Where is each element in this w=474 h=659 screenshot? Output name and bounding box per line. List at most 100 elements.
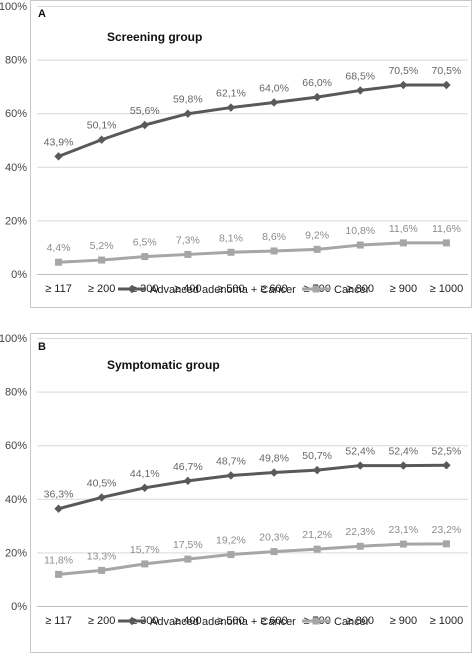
- data-point: [184, 555, 192, 563]
- data-point: [183, 109, 193, 118]
- data-label: 70,5%: [432, 65, 462, 77]
- x-tick-label: ≥ 117: [45, 615, 72, 627]
- data-label: 11,8%: [44, 554, 73, 566]
- data-point: [442, 80, 451, 90]
- data-point: [269, 98, 279, 107]
- data-label: 23,2%: [432, 524, 462, 536]
- y-tick-label: 0%: [11, 269, 27, 281]
- data-point: [313, 545, 321, 553]
- data-label: 21,2%: [302, 529, 332, 541]
- chart-title: Screening group: [107, 30, 202, 44]
- data-label: 10,8%: [345, 225, 375, 237]
- data-point: [399, 461, 408, 470]
- y-tick-label: 100%: [0, 333, 27, 345]
- y-tick-label: 100%: [0, 1, 27, 13]
- data-point: [54, 152, 63, 161]
- data-point: [399, 239, 407, 247]
- data-label: 50,7%: [302, 450, 332, 462]
- data-label: 46,7%: [173, 461, 203, 473]
- data-point: [54, 504, 63, 513]
- chart-panel-b: 0%20%40%60%80%100%≥ 117≥ 200≥ 300≥ 400≥ …: [0, 333, 472, 653]
- data-label: 62,1%: [216, 88, 246, 100]
- data-label: 55,6%: [130, 105, 160, 117]
- data-point: [356, 241, 364, 249]
- y-tick-label: 40%: [5, 162, 27, 174]
- data-point: [399, 80, 408, 90]
- data-point: [227, 248, 235, 256]
- data-point: [98, 256, 106, 264]
- data-label: 17,5%: [173, 539, 203, 551]
- data-point: [183, 476, 193, 486]
- data-label: 43,9%: [44, 136, 74, 148]
- series-line: [58, 463, 447, 511]
- data-label: 50,1%: [87, 120, 117, 132]
- data-point: [97, 135, 106, 144]
- data-point: [270, 548, 278, 556]
- data-label: 8,1%: [219, 232, 243, 244]
- y-tick-label: 20%: [5, 215, 27, 227]
- y-tick-label: 20%: [5, 547, 27, 559]
- x-tick-label: ≥ 400: [174, 283, 201, 295]
- data-label: 44,1%: [130, 468, 160, 480]
- series-cancer: 4,4% 5,2% 6,5% 7,3% 8,1% 8,6% 9,2% 10,8% 11,6% 11…: [47, 223, 461, 266]
- y-tick-label: 60%: [5, 108, 27, 120]
- data-label: 11,6%: [389, 223, 418, 235]
- y-tick-label: 0%: [11, 601, 27, 613]
- data-label: 49,8%: [259, 453, 289, 465]
- data-point: [312, 92, 322, 102]
- x-tick-label: ≥ 800: [347, 283, 374, 295]
- data-point: [312, 465, 322, 475]
- data-point: [356, 542, 364, 550]
- x-tick-label: ≥ 600: [260, 615, 287, 627]
- data-label: 52,5%: [432, 445, 462, 457]
- data-label: 13,3%: [87, 550, 117, 562]
- y-tick-label: 80%: [5, 387, 27, 399]
- data-label: 5,2%: [90, 240, 114, 252]
- x-tick-label: ≥ 500: [217, 615, 244, 627]
- data-label: 4,4%: [47, 242, 71, 254]
- legend-label: Cancer: [334, 284, 370, 296]
- y-tick-label: 80%: [5, 55, 27, 67]
- data-label: 48,7%: [216, 455, 246, 467]
- data-label: 68,5%: [345, 70, 375, 82]
- x-tick-label: ≥ 900: [390, 283, 417, 295]
- data-label: 11,6%: [432, 223, 461, 235]
- data-label: 15,7%: [130, 544, 160, 556]
- x-tick-label: ≥ 200: [88, 615, 115, 627]
- x-tick-label: ≥ 117: [45, 283, 72, 295]
- data-point: [442, 540, 450, 548]
- y-tick-label: 40%: [5, 494, 27, 506]
- y-tick-label: 60%: [5, 440, 27, 452]
- series-cancer: 11,8% 13,3% 15,7% 17,5% 19,2% 20,3% 21,2% 22,3%…: [44, 524, 461, 578]
- chart-frame: [30, 333, 472, 653]
- data-point: [55, 570, 63, 578]
- data-label: 9,2%: [305, 229, 329, 241]
- data-label: 59,8%: [173, 94, 203, 106]
- x-tick-label: ≥ 400: [174, 615, 201, 627]
- x-tick-label: ≥ 200: [88, 283, 115, 295]
- legend-marker: [312, 617, 320, 625]
- data-point: [184, 250, 192, 258]
- legend: Advanced adenoma + Cancer Cancer: [118, 284, 370, 296]
- data-point: [141, 560, 149, 568]
- x-tick-label: ≥ 600: [260, 283, 287, 295]
- x-tick-label: ≥ 500: [217, 283, 244, 295]
- data-point: [140, 120, 149, 130]
- data-point: [226, 471, 236, 480]
- x-tick-label: ≥ 800: [347, 615, 374, 627]
- x-tick-label: ≥ 1000: [430, 615, 464, 627]
- data-point: [356, 461, 365, 470]
- data-point: [97, 493, 106, 502]
- data-label: 7,3%: [176, 234, 200, 246]
- panel-letter: A: [38, 8, 46, 20]
- series-line: [58, 241, 447, 264]
- data-label: 22,3%: [345, 526, 375, 538]
- legend: Advanced adenoma + Cancer Cancer: [118, 616, 370, 628]
- chart-panel-a: 0%20%40%60%80%100%≥ 117≥ 200≥ 300≥ 400≥ …: [0, 0, 472, 308]
- data-point: [313, 245, 321, 253]
- series-line: [58, 542, 447, 576]
- data-label: 64,0%: [259, 82, 289, 94]
- data-point: [98, 566, 106, 574]
